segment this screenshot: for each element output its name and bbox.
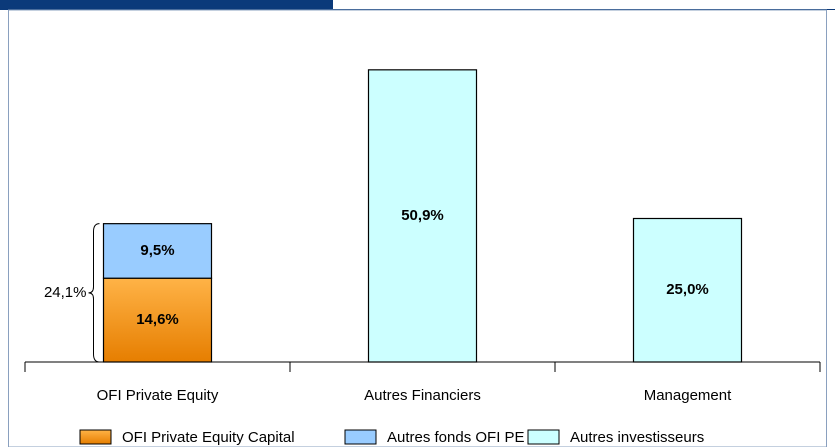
value-label: 50,9% xyxy=(401,207,444,224)
x-tick-label: Autres Financiers xyxy=(364,387,481,404)
value-label: 14,6% xyxy=(136,311,179,328)
legend-swatch xyxy=(79,429,112,445)
annotation: 24,1% xyxy=(44,284,87,301)
bar-segment xyxy=(102,223,213,279)
header-bar xyxy=(0,0,333,10)
legend-swatch xyxy=(527,429,560,445)
bar-segment xyxy=(367,69,478,363)
legend-label: OFI Private Equity Capital xyxy=(122,429,295,446)
legend-label: Autres investisseurs xyxy=(570,429,704,446)
x-tick-label: Management xyxy=(644,387,732,404)
brace xyxy=(88,223,100,363)
bar-segment xyxy=(632,217,743,363)
x-tick-label: OFI Private Equity xyxy=(97,387,219,404)
legend-label: Autres fonds OFI PE xyxy=(387,429,525,446)
value-label: 25,0% xyxy=(666,281,709,298)
value-label: 9,5% xyxy=(140,242,174,259)
legend-swatch xyxy=(344,429,377,445)
